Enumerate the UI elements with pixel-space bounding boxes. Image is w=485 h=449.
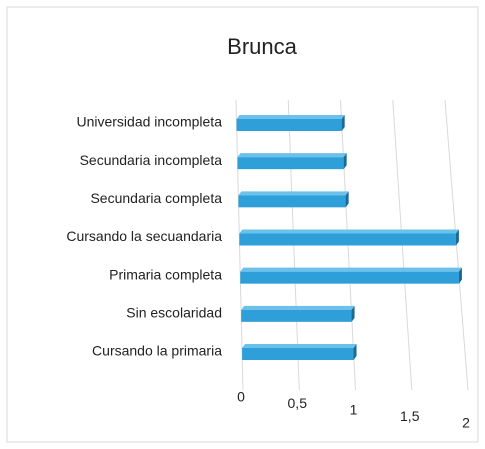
chart-title: Brunca bbox=[227, 34, 297, 59]
y-tick-label: Primaria completa bbox=[109, 266, 222, 282]
y-tick-label: Cursando la secuandaria bbox=[66, 228, 222, 244]
bar-side bbox=[455, 229, 459, 246]
grid-line bbox=[444, 99, 469, 391]
y-tick-label: Sin escolaridad bbox=[126, 305, 222, 321]
bar bbox=[239, 233, 456, 246]
bar-top bbox=[240, 267, 462, 272]
bar-top bbox=[241, 305, 355, 310]
bar-side bbox=[345, 191, 349, 208]
bar bbox=[240, 271, 459, 284]
bar-top bbox=[239, 229, 459, 234]
bar-side bbox=[351, 305, 355, 322]
x-tick-label: 1,5 bbox=[400, 408, 420, 424]
x-tick-label: 2 bbox=[462, 415, 470, 431]
bar-top bbox=[237, 153, 347, 158]
y-tick-label: Cursando la primaria bbox=[92, 343, 222, 359]
bar bbox=[238, 195, 346, 208]
bar-top bbox=[236, 115, 345, 119]
bar-side bbox=[343, 153, 347, 170]
y-tick-label: Universidad incompleta bbox=[76, 114, 222, 130]
x-tick-label: 0 bbox=[237, 389, 245, 405]
bar-side bbox=[341, 115, 345, 131]
bar-side bbox=[458, 267, 462, 284]
bar bbox=[237, 157, 344, 170]
bar bbox=[236, 119, 342, 131]
y-tick-label: Secundaria completa bbox=[90, 190, 222, 206]
bar-top bbox=[242, 344, 357, 348]
x-tick-label: 0,5 bbox=[288, 395, 308, 411]
bar-top bbox=[238, 191, 349, 196]
x-tick-label: 1 bbox=[350, 402, 358, 418]
bar bbox=[241, 309, 352, 322]
bar-side bbox=[353, 344, 357, 360]
bar bbox=[242, 348, 354, 360]
y-tick-label: Secundaria incompleta bbox=[80, 152, 223, 168]
